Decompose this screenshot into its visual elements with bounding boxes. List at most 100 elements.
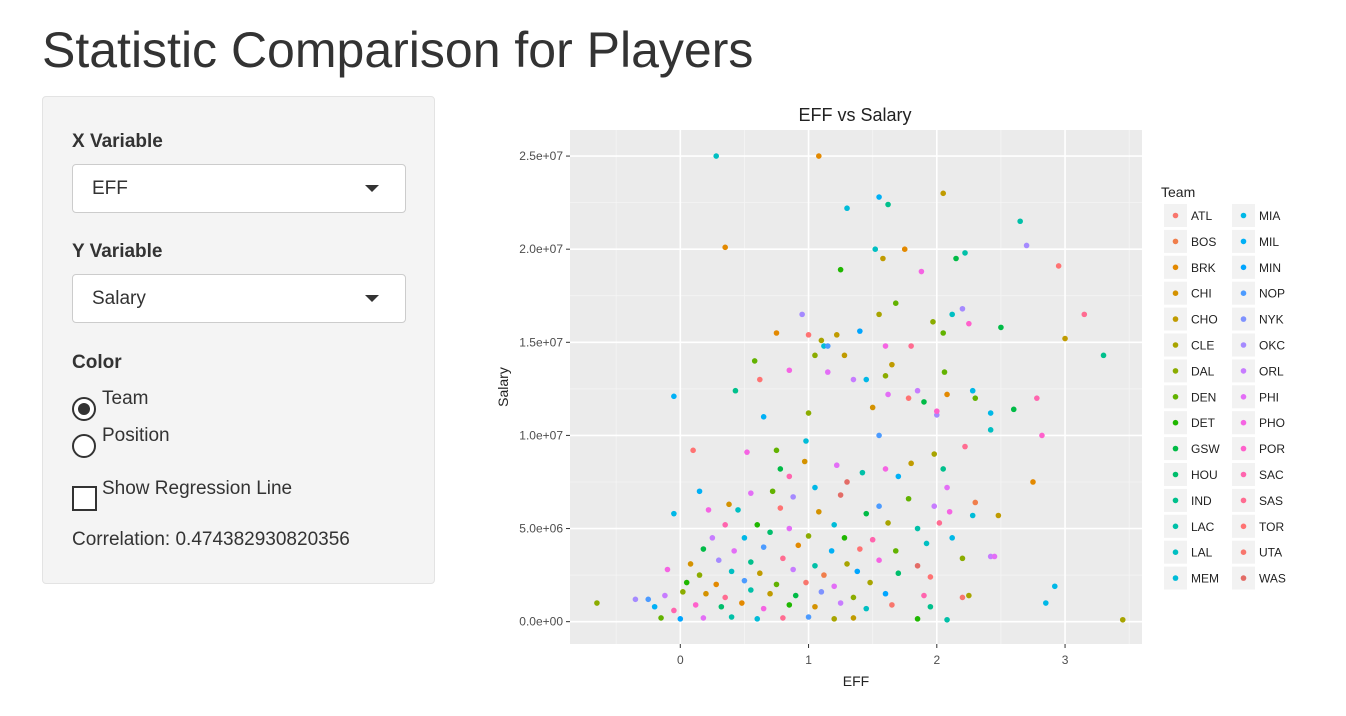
data-point	[831, 522, 837, 528]
regression-checkbox[interactable]	[72, 486, 97, 511]
sidebar-panel: X Variable EFF Y Variable Salary Color T…	[42, 96, 435, 584]
data-point	[966, 320, 972, 327]
data-point	[882, 466, 889, 472]
data-point	[828, 548, 835, 554]
legend-label: HOU	[1191, 468, 1218, 482]
data-point	[876, 311, 882, 318]
data-point	[936, 520, 943, 526]
legend-swatch	[1172, 316, 1179, 322]
data-point	[972, 395, 979, 401]
data-point	[841, 352, 848, 359]
data-point	[921, 592, 927, 599]
legend-label: CHI	[1191, 287, 1212, 301]
data-point	[880, 255, 886, 262]
data-point	[769, 488, 776, 495]
data-point	[757, 376, 763, 383]
data-point	[709, 535, 716, 541]
data-point	[876, 503, 882, 509]
radio-position-label[interactable]: Position	[102, 425, 170, 446]
data-point	[754, 616, 761, 622]
data-point	[594, 600, 600, 606]
data-point	[790, 566, 796, 573]
y-tick-label: 5.0e+06	[519, 522, 563, 536]
legend-label: LAC	[1191, 520, 1215, 534]
data-point	[962, 443, 968, 450]
data-point	[876, 194, 882, 200]
data-point	[722, 522, 728, 528]
y-tick-label: 2.0e+07	[519, 242, 563, 256]
data-point	[677, 616, 684, 622]
data-point	[859, 469, 866, 476]
data-point	[671, 510, 677, 517]
data-point	[818, 589, 825, 595]
data-point	[857, 546, 863, 552]
legend-label: NYK	[1259, 313, 1284, 327]
legend-swatch	[1240, 445, 1247, 452]
data-point	[1062, 335, 1068, 342]
data-point	[760, 413, 767, 420]
data-point	[801, 458, 808, 465]
legend-label: MIA	[1259, 209, 1280, 223]
data-point	[882, 373, 889, 379]
data-point	[959, 555, 966, 562]
data-point	[892, 548, 899, 554]
data-point	[876, 432, 882, 439]
legend-label: IND	[1191, 494, 1212, 508]
data-point	[680, 589, 686, 595]
radio-selected-dot	[78, 403, 90, 415]
x-tick-label: 1	[805, 653, 812, 667]
legend: Team ATL BOS BRK CHI CHO CLE DAL DEN DET GSW HOU IN…	[1161, 184, 1286, 590]
data-point	[941, 369, 948, 375]
data-point	[805, 410, 812, 416]
legend-swatch	[1172, 523, 1179, 530]
legend-swatch	[1172, 445, 1179, 452]
data-point	[728, 568, 735, 575]
x-variable-label: X Variable	[72, 131, 163, 152]
y-axis-title: Salary	[495, 367, 511, 407]
legend-swatch	[1240, 368, 1247, 374]
data-point	[700, 546, 707, 552]
data-point	[773, 330, 780, 336]
grid-lines	[570, 130, 1142, 644]
legend-label: MEM	[1191, 572, 1219, 586]
data-point	[1081, 311, 1088, 318]
legend-swatch	[1172, 212, 1179, 219]
data-point	[726, 501, 732, 508]
data-point	[790, 494, 796, 500]
data-point	[869, 536, 876, 543]
data-point	[867, 579, 873, 586]
data-point	[844, 561, 850, 567]
data-point	[991, 553, 998, 560]
data-point	[987, 553, 994, 560]
data-point	[837, 266, 844, 273]
data-point	[718, 603, 725, 610]
radio-position[interactable]	[72, 434, 96, 458]
legend-label: CHO	[1191, 313, 1218, 327]
data-point	[850, 615, 857, 621]
data-point	[713, 581, 720, 588]
y-variable-select[interactable]: Salary	[72, 274, 406, 323]
x-variable-select[interactable]: EFF	[72, 164, 406, 213]
data-point	[705, 507, 712, 513]
regression-label[interactable]: Show Regression Line	[102, 478, 293, 499]
data-point	[995, 512, 1002, 519]
data-point	[696, 488, 703, 495]
data-point	[821, 572, 827, 578]
legend-label: POR	[1259, 442, 1285, 456]
legend-label: ATL	[1191, 209, 1212, 223]
legend-label: OKC	[1259, 339, 1285, 353]
data-point	[780, 615, 786, 621]
chevron-down-icon	[365, 185, 379, 192]
radio-team[interactable]	[72, 397, 96, 421]
data-point	[692, 602, 699, 608]
radio-team-label[interactable]: Team	[102, 388, 149, 409]
legend-swatch	[1240, 316, 1247, 322]
data-point	[844, 205, 850, 212]
data-point	[931, 451, 938, 457]
legend-swatch	[1172, 342, 1179, 348]
data-point	[885, 391, 891, 398]
data-point	[662, 592, 668, 599]
legend-label: BOS	[1191, 235, 1216, 249]
scatter-chart: EFF vs Salary 0 1 2 3 0.0e+00 5.0e+06 1.0e+07 1…	[495, 105, 1286, 689]
data-points	[594, 153, 1126, 623]
